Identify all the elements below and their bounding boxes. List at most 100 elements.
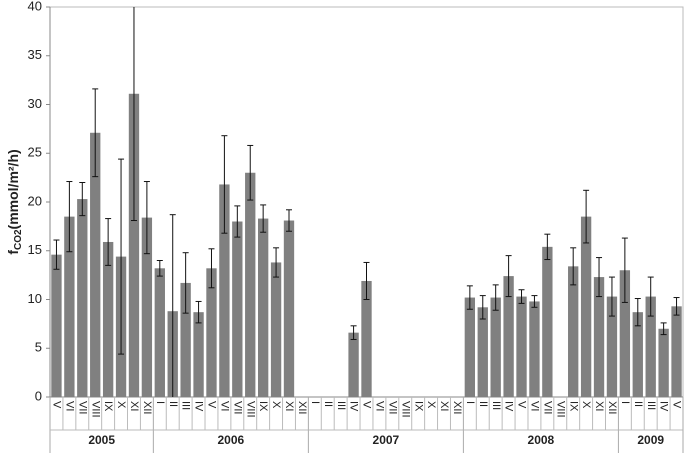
x-tick-label: IX — [102, 401, 114, 412]
x-tick-label: V — [206, 401, 218, 409]
x-tick-label: IX — [412, 401, 424, 412]
error-bar — [221, 135, 228, 234]
bar — [51, 254, 62, 397]
x-tick-label: VIII — [89, 401, 101, 418]
bar — [206, 268, 217, 397]
x-tick-label: VIII — [399, 401, 411, 418]
error-bar — [544, 233, 551, 261]
error-bar — [350, 325, 357, 340]
bar — [542, 246, 553, 397]
y-tick-label: 0 — [35, 388, 42, 403]
y-label-sub: CO2 — [13, 229, 24, 250]
bar — [128, 93, 140, 397]
group-label: 2005 — [88, 433, 115, 447]
x-tick-label: VII — [76, 401, 88, 414]
x-tick-label: IV — [193, 401, 205, 412]
y-tick-label: 20 — [28, 193, 42, 208]
x-tick-label: IX — [567, 401, 579, 412]
x-tick-label: XI — [593, 401, 605, 411]
error-bar — [285, 209, 292, 232]
error-bar — [66, 181, 73, 253]
error-bar — [195, 300, 202, 324]
error-bar — [247, 144, 254, 201]
error-bar — [608, 276, 615, 317]
error-bar — [363, 261, 370, 300]
y-tick-label: 5 — [35, 340, 42, 355]
error-bar — [260, 204, 267, 233]
bar — [102, 241, 114, 397]
error-bar — [53, 239, 60, 270]
error-bar — [596, 257, 603, 298]
x-tick-label: VI — [63, 401, 75, 411]
x-tick-label: VIII — [244, 401, 256, 418]
error-bar — [182, 252, 189, 314]
x-tick-label: V — [51, 401, 63, 409]
bar — [645, 296, 656, 397]
error-bar — [105, 218, 112, 266]
x-tick-label: I — [309, 401, 321, 404]
y-label-unit: (mmol/m²/h) — [5, 149, 21, 229]
x-tick-label: XI — [438, 401, 450, 411]
error-bar — [208, 248, 215, 289]
x-tick-label: IV — [658, 401, 670, 412]
x-tick-label: X — [115, 401, 127, 409]
bar — [90, 132, 101, 397]
x-tick-label: XII — [606, 401, 618, 414]
error-bar — [92, 88, 99, 178]
y-tick-label: 25 — [28, 145, 42, 160]
x-tick-label: I — [619, 401, 631, 404]
error-bar — [79, 182, 86, 217]
bar — [193, 312, 204, 397]
bar — [283, 220, 295, 397]
y-tick-label: 35 — [28, 47, 42, 62]
y-label-main: f — [5, 250, 21, 255]
error-bar — [273, 247, 280, 278]
x-tick-label: XI — [283, 401, 295, 411]
x-tick-label: III — [645, 401, 657, 410]
error-bar — [143, 181, 150, 255]
bar — [464, 297, 476, 397]
bar — [477, 307, 488, 397]
bar — [232, 221, 243, 397]
x-tick-label: V — [516, 401, 528, 409]
x-tick-label: II — [632, 401, 644, 407]
x-tick-label: V — [361, 401, 373, 409]
error-bar — [479, 295, 486, 320]
error-bar — [505, 255, 512, 298]
error-bar — [647, 276, 654, 317]
x-tick-label: VII — [541, 401, 553, 414]
error-bar — [492, 284, 499, 311]
y-axis-label: fCO2(mmol/m²/h) — [5, 149, 24, 254]
bar — [180, 282, 191, 397]
bar — [619, 270, 631, 397]
y-tick-label: 40 — [28, 0, 42, 13]
bar — [632, 312, 643, 397]
x-tick-label: III — [335, 401, 347, 410]
bar — [77, 199, 88, 397]
x-tick-label: IV — [348, 401, 360, 412]
plot-area — [51, 7, 682, 397]
bar — [245, 172, 256, 397]
bar — [516, 296, 527, 397]
x-tick-label: VI — [529, 401, 541, 411]
x-tick-label: VI — [374, 401, 386, 411]
x-tick-label: II — [167, 401, 179, 407]
error-bar — [531, 295, 538, 308]
bar — [580, 216, 592, 397]
bar — [503, 276, 514, 397]
error-bar — [583, 189, 590, 244]
group-label: 2008 — [528, 433, 555, 447]
x-tick-label: V — [671, 401, 683, 409]
bar — [270, 262, 282, 397]
bar — [348, 332, 359, 397]
error-bar — [673, 297, 680, 316]
x-tick-label: IX — [257, 401, 269, 412]
x-tick-label: IV — [503, 401, 515, 412]
x-tick-label: I — [154, 401, 166, 404]
x-tick-label: II — [322, 401, 334, 407]
bar — [219, 184, 230, 397]
bar — [529, 301, 540, 397]
bar — [568, 266, 579, 397]
y-tick-label: 10 — [28, 291, 42, 306]
